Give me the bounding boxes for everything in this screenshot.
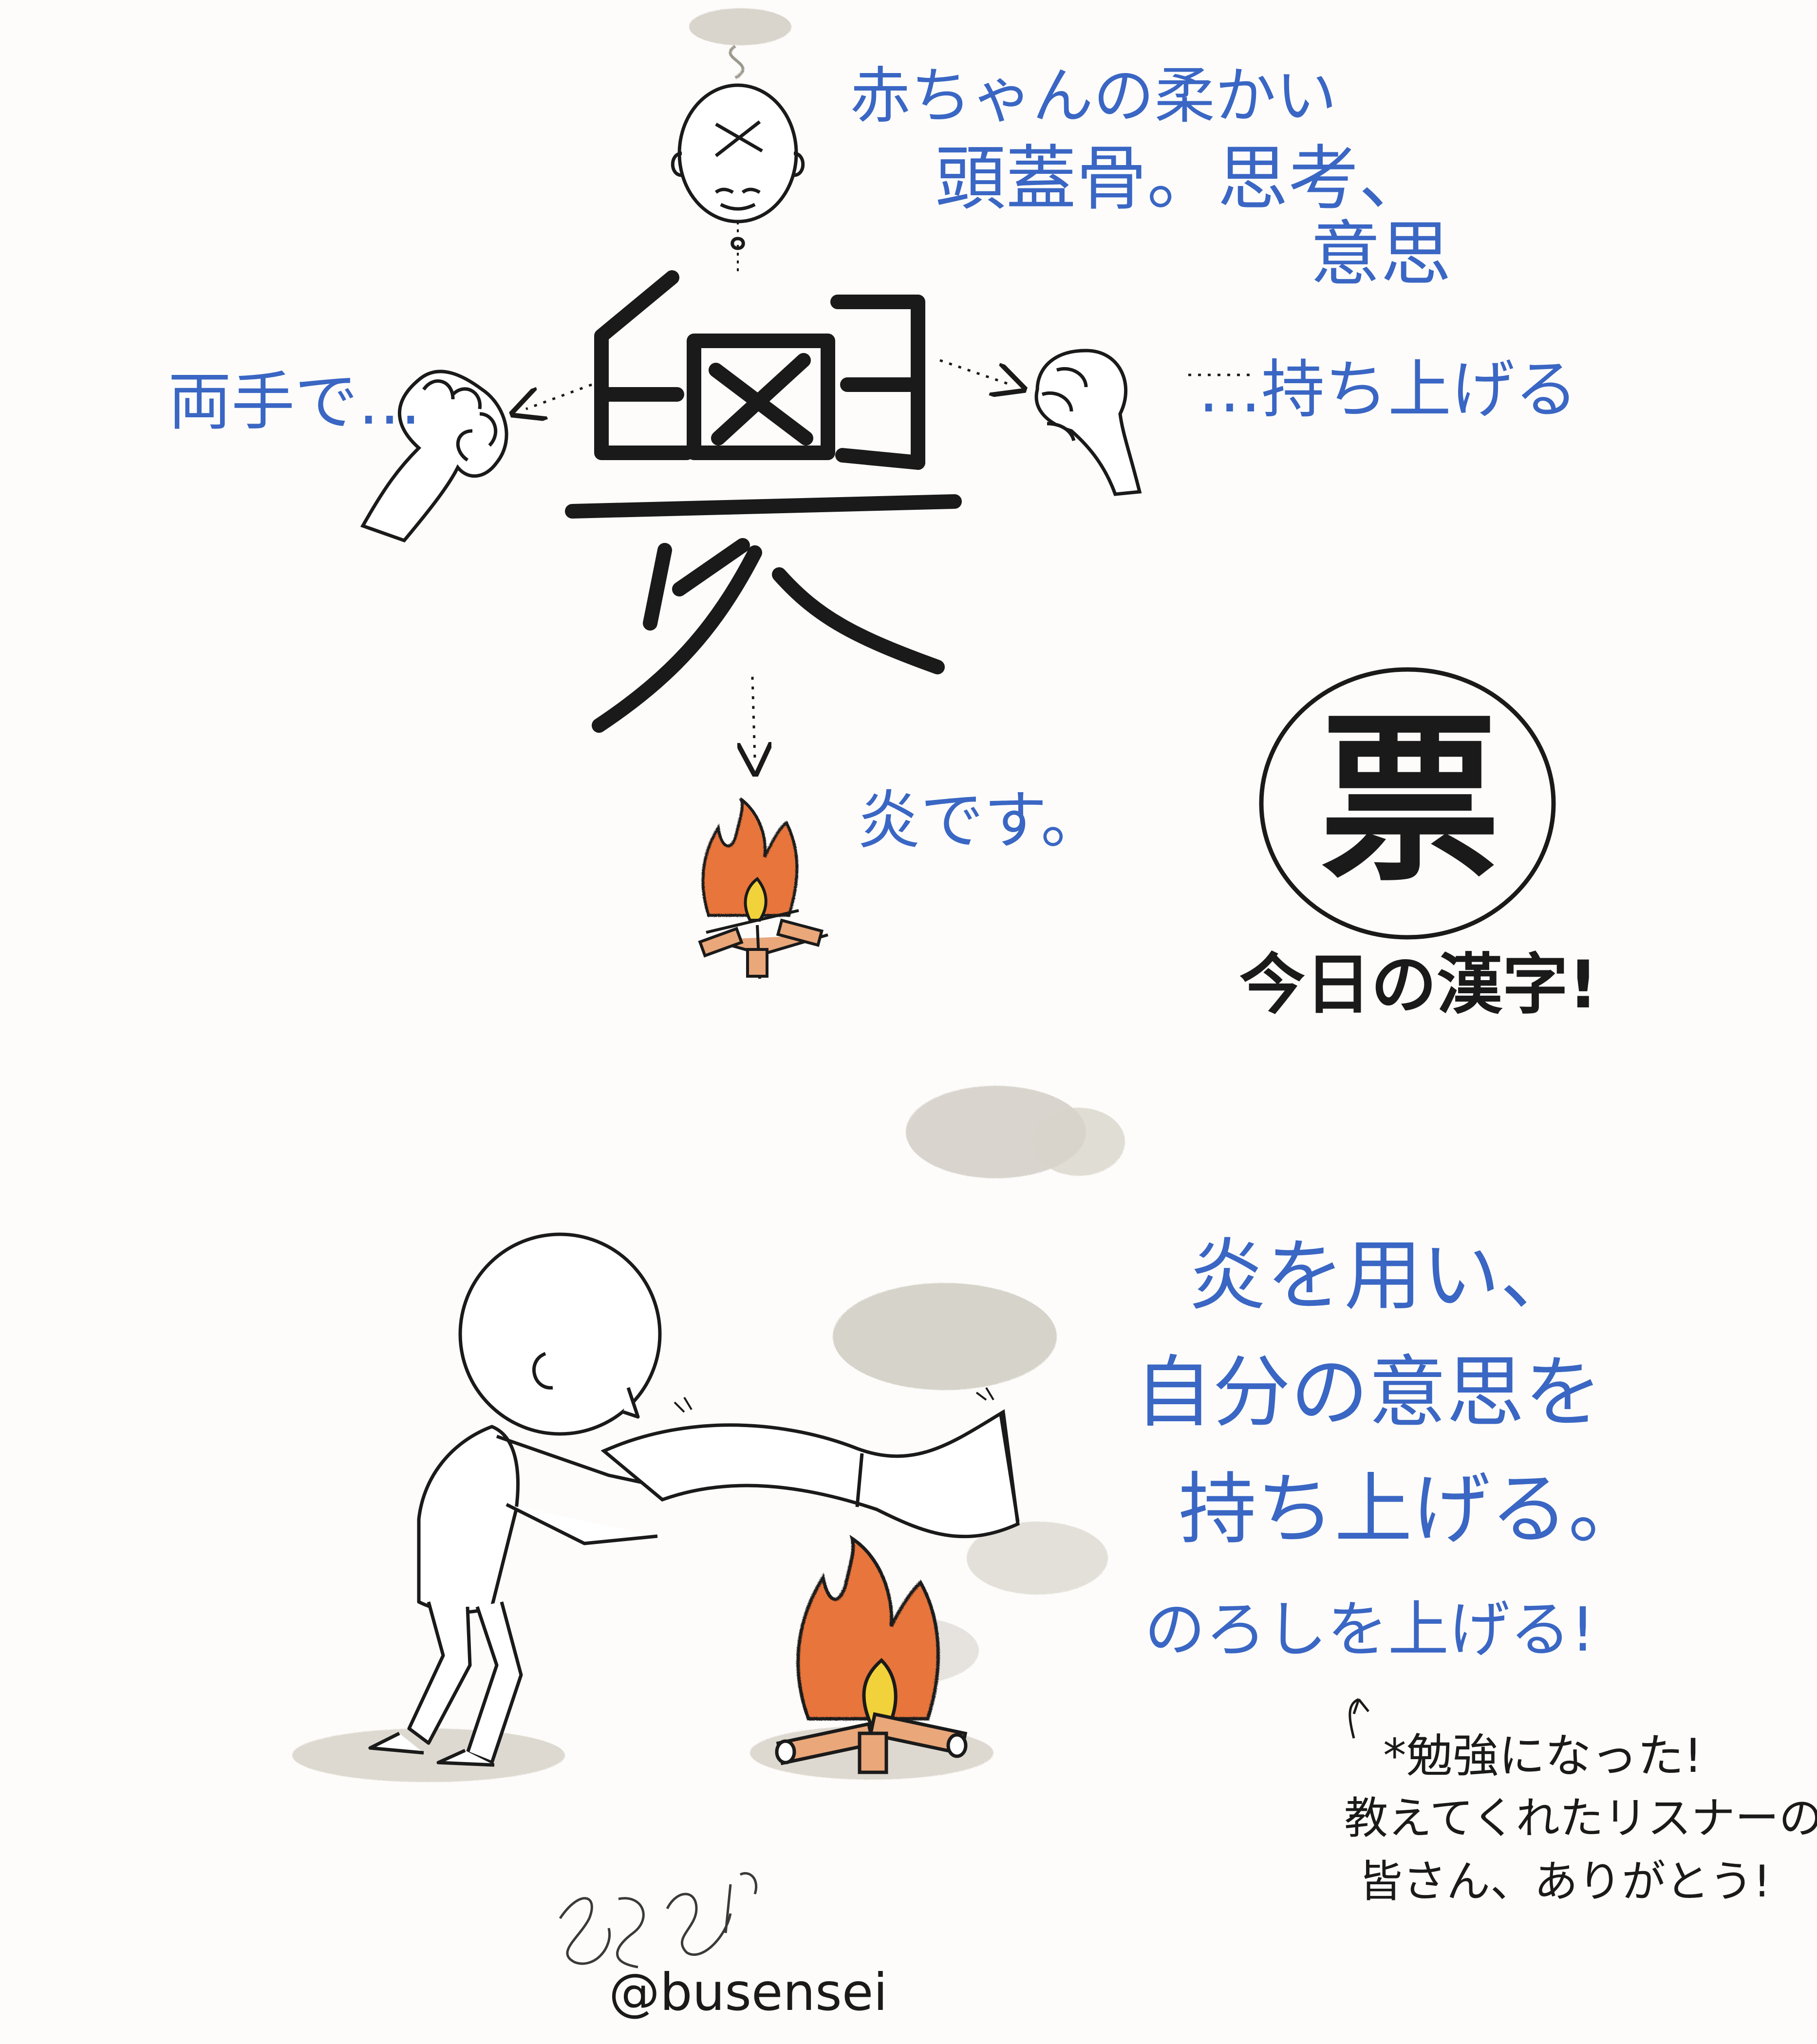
caption-line1: 炎を用い、 xyxy=(1188,1230,1578,1321)
note-skull-line3: 意思 xyxy=(1310,213,1451,296)
blanket-icon xyxy=(600,1387,1020,1539)
signature-scribble xyxy=(559,1872,758,1969)
small-fire-icon xyxy=(698,797,828,979)
note-left-hands: 両手で… xyxy=(168,365,422,439)
left-hand-icon xyxy=(360,370,508,543)
footnote-arrow xyxy=(1349,1698,1369,1739)
today-kanji-circle xyxy=(1259,667,1556,940)
signature-handle: @busensei xyxy=(609,1963,888,2022)
stick-figure-icon xyxy=(368,1232,677,1767)
note-skull-line2: 頭蓋骨。思考、 xyxy=(935,138,1429,220)
connector-arrows xyxy=(526,359,1256,760)
note-skull-line1: 赤ちゃんの柔かい xyxy=(850,61,1337,131)
head-smoke-icon xyxy=(689,8,791,79)
campfire-icon xyxy=(775,1535,968,1774)
footnote-line1: *勉強になった! xyxy=(1383,1729,1703,1783)
caption-line3: 持ち上げる。 xyxy=(1179,1464,1647,1555)
right-hand-icon xyxy=(1034,349,1142,496)
baby-head-icon xyxy=(671,83,805,275)
today-kanji-label: 今日の漢字! xyxy=(1239,947,1598,1023)
footnote-line2: 教えてくれたリスナーの xyxy=(1344,1793,1817,1844)
caption-line2: 自分の意思を xyxy=(1135,1347,1603,1438)
note-fire: 炎です。 xyxy=(857,783,1105,857)
main-kanji-strokes xyxy=(565,270,962,733)
note-right-lift: …持ち上げる xyxy=(1198,353,1578,427)
today-kanji: 票 xyxy=(1320,696,1500,906)
footnote-line3: 皆さん、ありがとう! xyxy=(1359,1856,1771,1907)
caption-line4: のろしを上げる! xyxy=(1144,1595,1595,1665)
